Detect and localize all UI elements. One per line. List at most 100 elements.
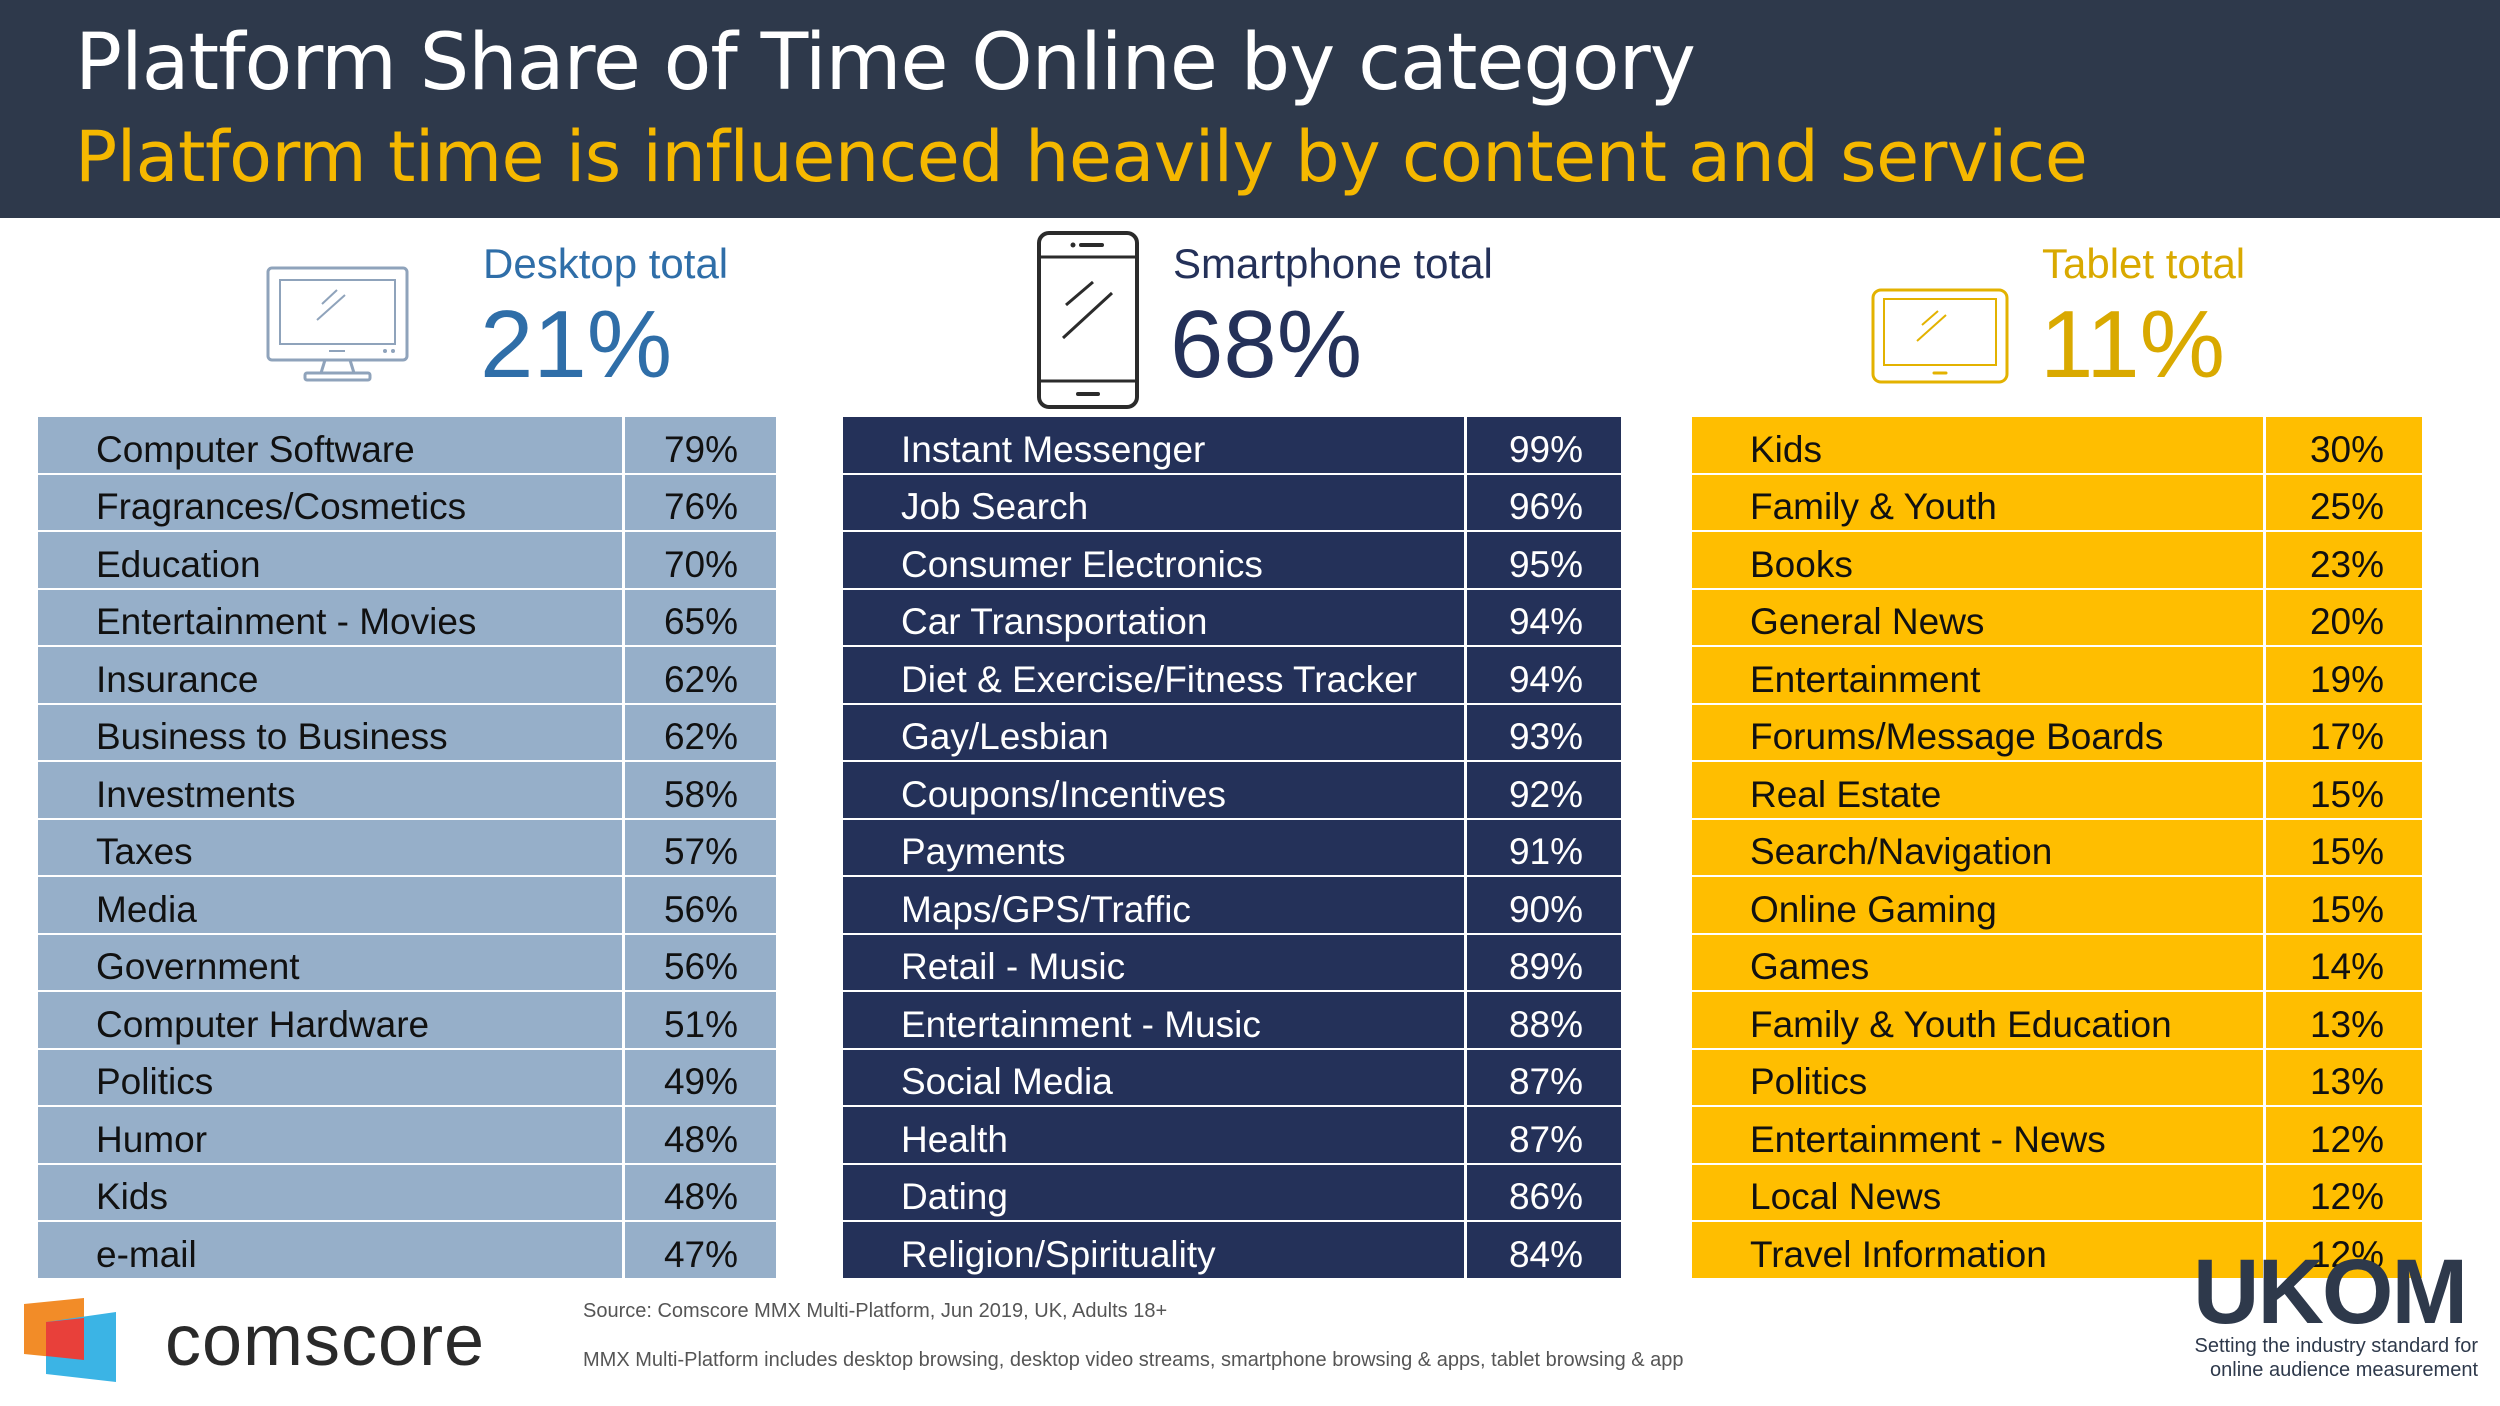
category-name: Local News bbox=[1692, 1163, 2264, 1222]
category-name: Maps/GPS/Traffic bbox=[843, 876, 1465, 935]
category-name: e-mail bbox=[96, 1233, 197, 1275]
smartphone-total-value: 68% bbox=[1170, 291, 1363, 398]
desktop-table-row: Insurance 62% bbox=[38, 646, 776, 705]
category-share-value: 62% bbox=[621, 703, 776, 762]
category-name: Entertainment - News bbox=[1692, 1106, 2264, 1165]
category-name: Online Gaming bbox=[1692, 876, 2264, 935]
category-share-value: 93% bbox=[1463, 703, 1621, 762]
tablet-icon bbox=[1871, 288, 2009, 384]
ukom-tagline-line1: Setting the industry standard for bbox=[2194, 1335, 2479, 1357]
category-share-value: 15% bbox=[2262, 818, 2422, 877]
category-share-value: 48% bbox=[621, 1163, 776, 1222]
category-share-value: 20% bbox=[2262, 588, 2422, 647]
tablet-total-label: Tablet total bbox=[2042, 240, 2246, 287]
ukom-tagline-line2: online audience measurement bbox=[2210, 1359, 2478, 1381]
category-name: Politics bbox=[1692, 1048, 2264, 1107]
header-banner: Platform Share of Time Online by categor… bbox=[0, 0, 2500, 218]
category-name: Entertainment - Movies bbox=[38, 588, 623, 647]
category-share-value: 25% bbox=[2262, 473, 2422, 532]
category-share-value: 48% bbox=[621, 1106, 776, 1165]
smartphone-table-row: Instant Messenger 99% bbox=[843, 417, 1621, 475]
desktop-table-row: Taxes 57% bbox=[38, 818, 776, 877]
smartphone-table-row: Car Transportation 94% bbox=[843, 588, 1621, 647]
category-share-value: 84% bbox=[1463, 1221, 1621, 1278]
category-name: Health bbox=[843, 1106, 1465, 1165]
category-share-value: 90% bbox=[1463, 876, 1621, 935]
category-share-value: 95% bbox=[1463, 531, 1621, 590]
ukom-logo: UKOM bbox=[2193, 1241, 2468, 1343]
smartphone-table-row: Entertainment - Music 88% bbox=[843, 991, 1621, 1050]
category-name: Real Estate bbox=[1692, 761, 2264, 820]
category-name: Computer Hardware bbox=[38, 991, 623, 1050]
smartphone-category-table: Instant Messenger 99% Job Search 96% Consume… bbox=[843, 417, 1621, 1278]
category-name: Family & Youth bbox=[1692, 473, 2264, 532]
smartphone-table-row: Gay/Lesbian 93% bbox=[843, 703, 1621, 762]
category-name: Travel Information bbox=[1750, 1233, 2047, 1275]
tablet-table-row: General News 20% bbox=[1692, 588, 2422, 647]
desktop-total-label: Desktop total bbox=[483, 240, 729, 287]
category-name: Forums/Message Boards bbox=[1692, 703, 2264, 762]
category-name: Computer Software bbox=[38, 417, 623, 475]
category-name: Dating bbox=[843, 1163, 1465, 1222]
tablet-table-row: Kids 30% bbox=[1692, 417, 2422, 475]
category-name: Coupons/Incentives bbox=[843, 761, 1465, 820]
category-name: Retail - Music bbox=[843, 933, 1465, 992]
tablet-table-row: Entertainment - News 12% bbox=[1692, 1106, 2422, 1165]
category-name: Family & Youth Education bbox=[1692, 991, 2264, 1050]
category-name: Gay/Lesbian bbox=[843, 703, 1465, 762]
category-share-value: 88% bbox=[1463, 991, 1621, 1050]
category-share-value: 12% bbox=[2262, 1106, 2422, 1165]
category-name: Fragrances/Cosmetics bbox=[38, 473, 623, 532]
category-share-value: 57% bbox=[621, 818, 776, 877]
category-share-value: 62% bbox=[621, 646, 776, 705]
tablet-total-value: 11% bbox=[2040, 291, 2226, 398]
category-share-value: 56% bbox=[621, 876, 776, 935]
category-name: Car Transportation bbox=[843, 588, 1465, 647]
category-name: Job Search bbox=[843, 473, 1465, 532]
category-share-value: 47% bbox=[621, 1221, 776, 1278]
category-name: Religion/Spirituality bbox=[901, 1233, 1216, 1275]
category-name: Social Media bbox=[843, 1048, 1465, 1107]
category-name: Consumer Electronics bbox=[843, 531, 1465, 590]
comscore-logo-mark bbox=[24, 1298, 116, 1382]
category-name: Kids bbox=[1692, 417, 2264, 475]
tablet-table-row: Real Estate 15% bbox=[1692, 761, 2422, 820]
desktop-category-table: Computer Software 79% Fragrances/Cosmetics… bbox=[38, 417, 776, 1278]
category-share-value: 51% bbox=[621, 991, 776, 1050]
category-name: Education bbox=[38, 531, 623, 590]
tablet-table-row: Forums/Message Boards 17% bbox=[1692, 703, 2422, 762]
category-share-value: 87% bbox=[1463, 1048, 1621, 1107]
smartphone-table-row: Dating 86% bbox=[843, 1163, 1621, 1222]
tablet-table-row: Local News 12% bbox=[1692, 1163, 2422, 1222]
category-share-value: 65% bbox=[621, 588, 776, 647]
category-name: Entertainment bbox=[1692, 646, 2264, 705]
category-share-value: 76% bbox=[621, 473, 776, 532]
category-name: Search/Navigation bbox=[1692, 818, 2264, 877]
category-share-value: 79% bbox=[621, 417, 776, 475]
smartphone-table-row: Religion/Spirituality 84% bbox=[843, 1221, 1621, 1278]
tablet-table-row: Search/Navigation 15% bbox=[1692, 818, 2422, 877]
tablet-category-table: Kids 30% Family & Youth 25% Books 23% General … bbox=[1692, 417, 2422, 1278]
source-note: Source: Comscore MMX Multi-Platform, Jun… bbox=[583, 1300, 1168, 1322]
desktop-total-value: 21% bbox=[480, 291, 673, 398]
category-name: Investments bbox=[38, 761, 623, 820]
category-name: Entertainment - Music bbox=[843, 991, 1465, 1050]
desktop-table-row: Fragrances/Cosmetics 76% bbox=[38, 473, 776, 532]
desktop-table-row: Entertainment - Movies 65% bbox=[38, 588, 776, 647]
desktop-table-row: Humor 48% bbox=[38, 1106, 776, 1165]
category-share-value: 12% bbox=[2262, 1163, 2422, 1222]
category-share-value: 89% bbox=[1463, 933, 1621, 992]
smartphone-table-row: Job Search 96% bbox=[843, 473, 1621, 532]
tablet-table-row: Travel Information 12% bbox=[1692, 1221, 2422, 1278]
category-share-value: 94% bbox=[1463, 646, 1621, 705]
category-share-value: 87% bbox=[1463, 1106, 1621, 1165]
category-share-value: 96% bbox=[1463, 473, 1621, 532]
smartphone-table-row: Social Media 87% bbox=[843, 1048, 1621, 1107]
category-share-value: 86% bbox=[1463, 1163, 1621, 1222]
smartphone-table-row: Health 87% bbox=[843, 1106, 1621, 1165]
category-name: Payments bbox=[843, 818, 1465, 877]
desktop-table-row: Investments 58% bbox=[38, 761, 776, 820]
category-name: Politics bbox=[38, 1048, 623, 1107]
category-share-value: 14% bbox=[2262, 933, 2422, 992]
category-name: Media bbox=[38, 876, 623, 935]
